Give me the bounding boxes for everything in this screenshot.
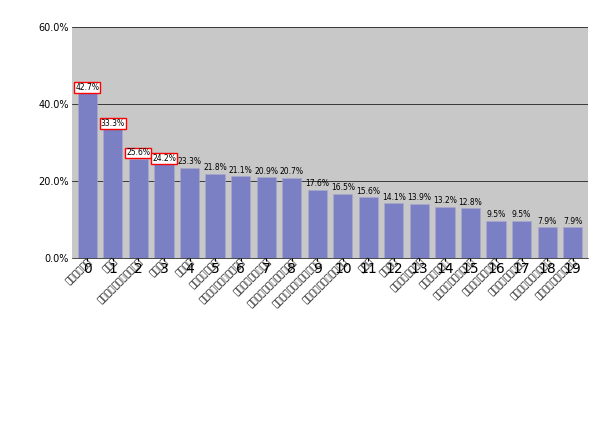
Bar	[257, 177, 276, 258]
Text: 23.3%: 23.3%	[178, 157, 202, 166]
Text: 12.8%: 12.8%	[458, 198, 482, 207]
Bar	[308, 190, 327, 258]
Bar	[180, 168, 199, 258]
Text: 会社の制度・仕組みの整備: 会社の制度・仕組みの整備	[246, 257, 298, 309]
Text: 会社の将来性: 会社の将来性	[65, 257, 94, 286]
Text: 20.7%: 20.7%	[280, 167, 304, 176]
Bar	[282, 178, 301, 258]
Text: 上からの挑戦への支援: 上からの挑戦への支援	[433, 257, 477, 301]
Bar	[538, 227, 557, 258]
Text: 成長実感: 成長実感	[175, 257, 196, 278]
Bar	[461, 208, 480, 258]
Bar	[410, 204, 429, 258]
Text: 20.9%: 20.9%	[254, 166, 278, 175]
Bar	[231, 176, 250, 258]
Bar	[563, 227, 582, 258]
Bar	[154, 164, 173, 258]
Text: 適応感: 適応感	[357, 257, 374, 275]
Text: 15.6%: 15.6%	[356, 187, 380, 196]
Bar	[512, 221, 531, 258]
Text: 上司への信頼感: 上司への信頼感	[188, 257, 221, 290]
Text: 7.9%: 7.9%	[538, 217, 557, 226]
Text: 職場での健康への配慮: 職場での健康への配慮	[509, 257, 553, 301]
Text: 42.7%: 42.7%	[76, 83, 100, 91]
Text: 職場での成功への承認: 職場での成功への承認	[535, 257, 579, 301]
Text: 25.6%: 25.6%	[127, 148, 151, 158]
Text: 14.1%: 14.1%	[382, 193, 406, 202]
Text: 上司からの成功への承認: 上司からの成功への承認	[301, 257, 349, 305]
Bar	[384, 203, 403, 258]
Bar	[333, 194, 352, 258]
Text: 経営陣のビジョンの発信: 経営陣のビジョンの発信	[199, 257, 247, 305]
Text: 13.2%: 13.2%	[433, 196, 457, 205]
Text: 上司の方針説明: 上司の方針説明	[418, 257, 451, 290]
Text: 職場目標の明確化: 職場目標の明確化	[389, 257, 426, 293]
Text: 16.5%: 16.5%	[331, 183, 355, 193]
Bar	[436, 207, 455, 258]
Text: 13.9%: 13.9%	[407, 194, 431, 202]
Text: 社内のキャリアイメージ: 社内のキャリアイメージ	[97, 257, 145, 305]
Text: 21.1%: 21.1%	[229, 166, 253, 175]
Text: 価値実感: 価値実感	[379, 257, 400, 278]
Bar	[78, 93, 97, 258]
Text: 9.5%: 9.5%	[487, 210, 506, 219]
Bar	[205, 174, 224, 258]
Bar	[129, 159, 148, 258]
Bar	[359, 198, 378, 258]
Text: 職場での意見の尊重: 職場での意見の尊重	[487, 257, 528, 297]
Text: 7.9%: 7.9%	[563, 217, 582, 226]
Text: 力の発揮: 力の発揮	[149, 257, 170, 278]
Text: 17.6%: 17.6%	[305, 179, 329, 188]
Text: 21.8%: 21.8%	[203, 163, 227, 172]
Bar	[487, 221, 506, 258]
Text: 33.3%: 33.3%	[101, 119, 125, 128]
Text: 上司の成長への配慮: 上司の成長への配慮	[232, 257, 272, 297]
Bar	[103, 129, 122, 258]
Text: 9.5%: 9.5%	[512, 210, 531, 219]
Text: 職場の目標達成感覚: 職場の目標達成感覚	[462, 257, 502, 297]
Text: 創造的な仕事への環境作り: 創造的な仕事への環境作り	[272, 257, 323, 309]
Text: 24.2%: 24.2%	[152, 154, 176, 163]
Text: 達成感: 達成感	[101, 257, 119, 275]
